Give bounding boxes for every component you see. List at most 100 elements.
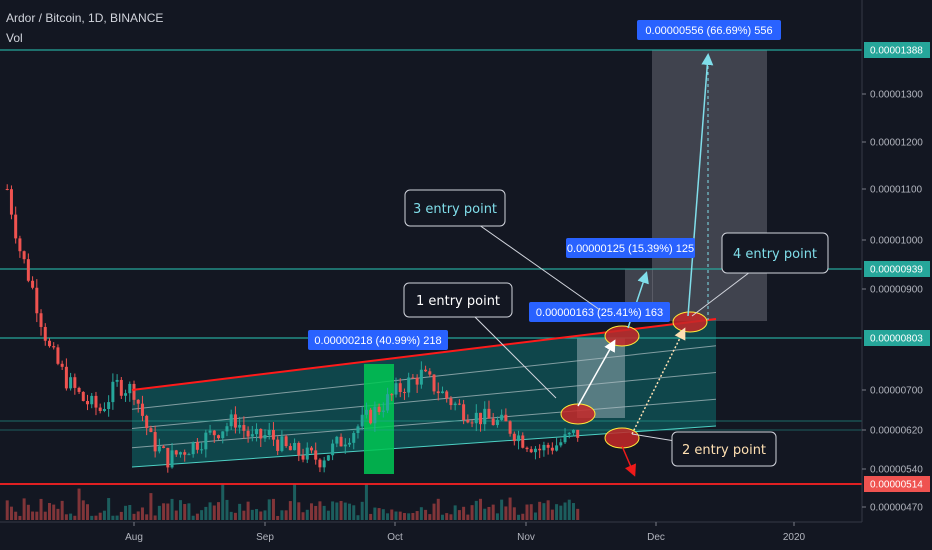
volume-bar [263,510,267,520]
y-tick-label-1: 0.00001300 [870,90,923,101]
candle-body [124,393,128,396]
candle-body [26,259,30,281]
volume-bar [77,488,81,520]
x-tick-label-2: Sep [256,532,274,543]
y-tick-label-2: 0.00001200 [870,138,923,149]
volume-bar [128,505,132,520]
volume-bar [18,515,22,520]
arrow-entry-1 [577,339,616,407]
volume-bar [529,504,533,520]
volume-bar [428,514,432,520]
volume-bar [229,511,233,520]
candle-body [335,436,339,444]
candle-body [360,414,364,427]
candle-body [43,326,47,341]
volume-bar [542,503,546,520]
x-tick-label-6: 2020 [783,532,806,543]
entry-ellipse-4 [672,311,708,333]
candle-body [576,429,580,438]
volume-bar [398,511,402,520]
candle-body [483,408,487,425]
candle-body [445,391,449,399]
candle-body [301,455,305,460]
price-level-label-2: 0.00000939 [870,265,923,276]
candle-body [525,447,529,450]
volume-bar [479,498,483,520]
y-tick-label-8: 0.00000540 [870,465,923,476]
candle-body [487,408,491,419]
candle-body [39,313,43,327]
candle-body [276,439,280,451]
volume-bar [440,514,444,520]
volume-bar [407,513,411,520]
volume-bar [233,512,237,520]
volume-bar [280,510,284,520]
candle-body [495,419,499,426]
volume-bar [348,503,352,520]
volume-bar [56,508,60,520]
arrow-entry-4 [687,53,714,317]
candle-body [331,443,335,456]
candle-body [5,189,9,190]
candle-body [183,452,187,455]
candle-body [195,442,199,450]
candle-body [98,407,102,411]
candle-body [318,459,322,468]
callout-text-1: 1 entry point [416,294,500,309]
candle-body [56,347,60,364]
volume-bar [81,500,85,520]
chart-title: Ardor / Bitcoin, 1D, BINANCE [6,11,164,25]
volume-bar [73,515,77,520]
volume-bar [415,511,419,520]
candle-body [246,430,250,437]
candle-body [233,414,237,428]
entry-ellipse-1 [560,403,596,425]
volume-bar [166,503,170,520]
volume-bar [39,498,43,520]
volume-bar [424,509,428,520]
candle-body [166,447,170,468]
price-level-tag-1 [864,42,930,58]
volume-bar [267,499,271,520]
volume-bar [22,498,26,520]
volume-bar [314,505,318,520]
volume-bar [255,509,259,520]
volume-bar [483,508,487,520]
candle-body [64,366,68,389]
candle-body [111,381,115,403]
candle-body [94,395,98,408]
volume-bar [250,509,254,520]
volume-bar [462,506,466,520]
candle-body [217,435,221,439]
candle-body [398,383,402,393]
volume-bar [195,513,199,520]
candle-body [546,444,550,448]
candle-body [567,432,571,435]
y-tick-label-4: 0.00001000 [870,236,923,247]
candle-body [369,409,373,424]
channel-midline-2 [131,372,717,429]
volume-bar [187,503,191,520]
x-tick-label-4: Nov [517,532,535,543]
candle-body [440,391,444,394]
x-tick-label-1: Aug [125,532,143,543]
candle-body [394,383,398,395]
candle-body [77,387,81,392]
candle-body [479,412,483,425]
volume-bar [386,513,390,520]
candle-body [428,371,432,375]
candle-body [390,394,394,396]
candle-body [255,428,259,435]
volume-bar [157,505,161,520]
volume-bar [563,502,567,520]
candle-body [136,399,140,404]
candle-body [60,363,64,367]
volume-bar [9,506,13,520]
candle-body [563,434,567,443]
candle-body [415,377,419,385]
volume-bar [271,498,275,520]
callout-text-2: 2 entry point [682,443,766,458]
volume-bar [301,512,305,520]
volume-bar [60,500,64,520]
